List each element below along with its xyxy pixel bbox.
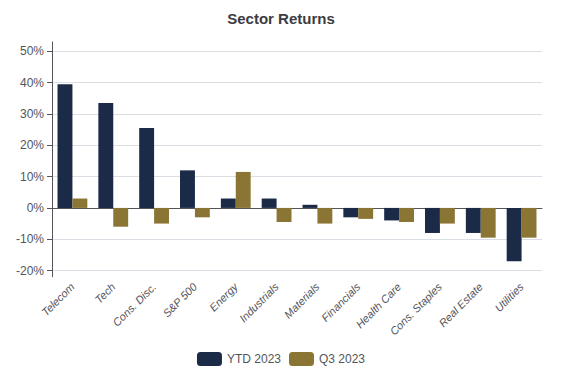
svg-text:Financials: Financials xyxy=(319,280,363,324)
svg-text:Tech: Tech xyxy=(92,281,117,306)
svg-text:Energy: Energy xyxy=(207,279,241,313)
svg-text:10%: 10% xyxy=(20,170,44,184)
svg-text:50%: 50% xyxy=(20,44,44,58)
svg-text:S&P 500: S&P 500 xyxy=(160,280,199,319)
svg-text:Telecom: Telecom xyxy=(39,281,77,319)
svg-text:Real Estate: Real Estate xyxy=(436,281,485,330)
svg-text:Health Care: Health Care xyxy=(353,280,404,331)
svg-text:Cons. Disc.: Cons. Disc. xyxy=(110,281,158,329)
svg-text:40%: 40% xyxy=(20,76,44,90)
svg-text:Sector Returns: Sector Returns xyxy=(227,10,335,27)
svg-text:YTD 2023: YTD 2023 xyxy=(227,352,281,366)
svg-text:Industrials: Industrials xyxy=(237,280,281,324)
svg-text:Cons. Staples: Cons. Staples xyxy=(387,280,444,337)
svg-text:-10%: -10% xyxy=(16,232,44,246)
svg-text:Q3 2023: Q3 2023 xyxy=(319,352,365,366)
svg-text:Utilities: Utilities xyxy=(492,280,526,314)
svg-text:Materials: Materials xyxy=(282,280,322,320)
svg-text:30%: 30% xyxy=(20,107,44,121)
svg-text:0%: 0% xyxy=(27,201,45,215)
svg-text:20%: 20% xyxy=(20,138,44,152)
svg-text:-20%: -20% xyxy=(16,264,44,278)
